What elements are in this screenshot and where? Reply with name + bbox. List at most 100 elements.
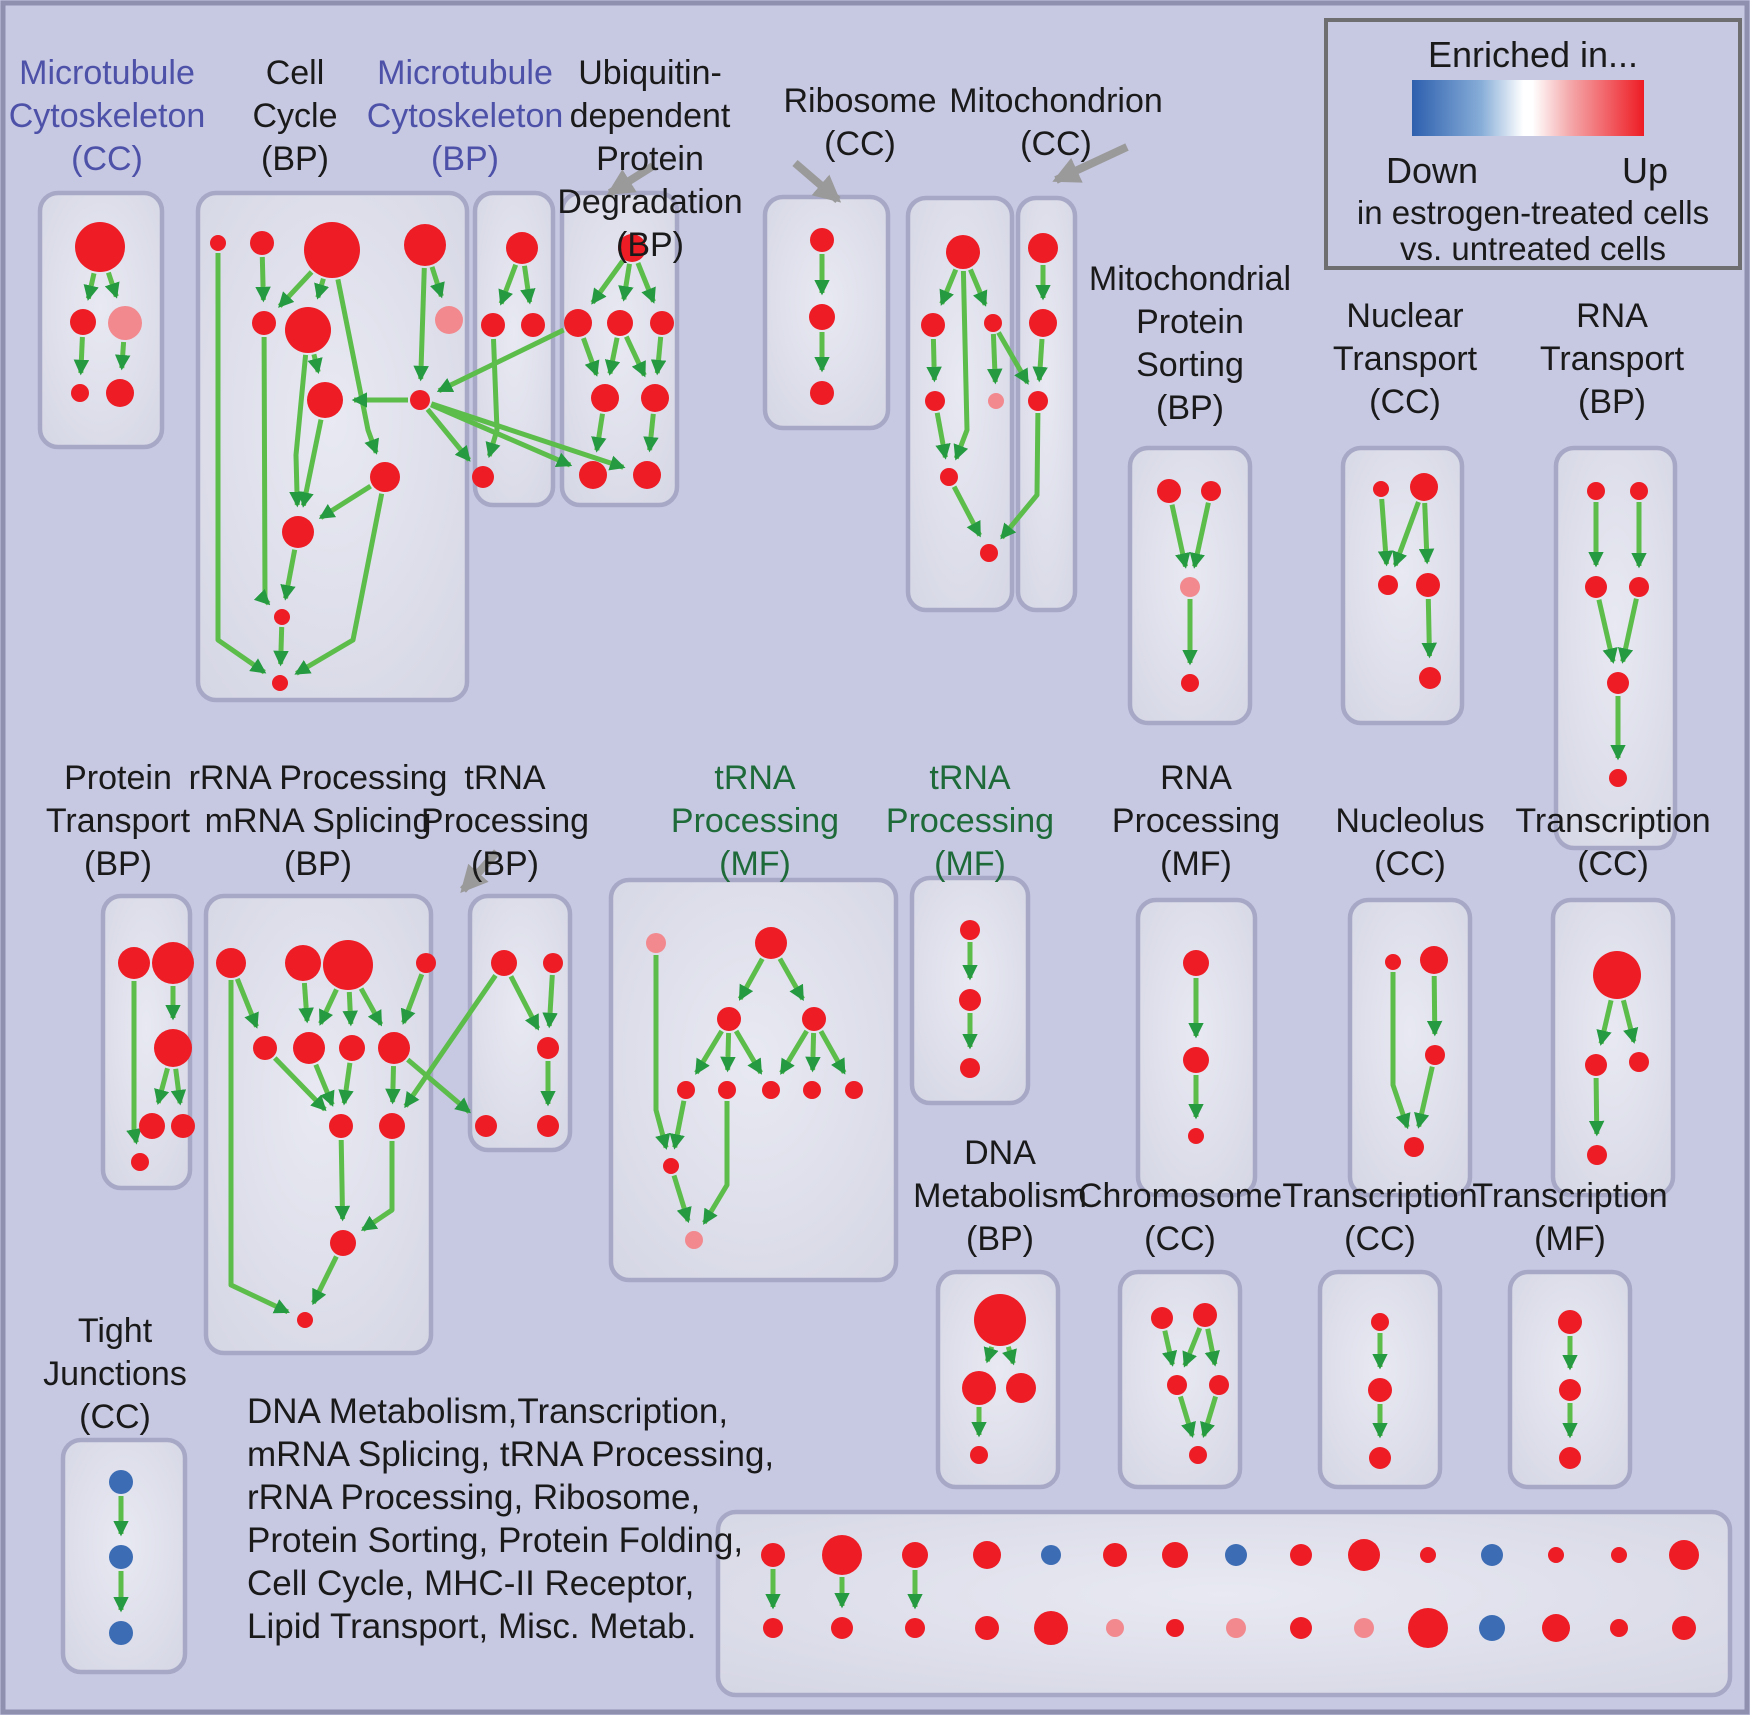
- relation-edge: [298, 419, 324, 508]
- go-term-node: [905, 1618, 925, 1638]
- go-term-node: [960, 1058, 980, 1078]
- go-term-node: [1166, 1619, 1184, 1637]
- relation-edge: [1169, 504, 1191, 569]
- go-term-node: [1607, 672, 1629, 694]
- go-term-node: [252, 311, 276, 335]
- go-term-node: [139, 1113, 165, 1139]
- go-term-node: [1151, 1307, 1173, 1329]
- go-term-node: [646, 933, 666, 953]
- relation-edge: [385, 1065, 401, 1105]
- relation-edge: [1204, 1328, 1220, 1367]
- go-term-node: [250, 231, 274, 255]
- label-pointer-arrow: [606, 162, 656, 197]
- cluster-box-trna_mf1: [608, 877, 899, 1283]
- go-term-node: [293, 1032, 325, 1064]
- go-term-node: [370, 462, 400, 492]
- go-term-node: [902, 1542, 928, 1568]
- go-term-node: [962, 1371, 996, 1405]
- go-term-node: [323, 940, 373, 990]
- relation-edge: [1161, 1330, 1178, 1367]
- cluster-box-mt_cc: [37, 190, 165, 450]
- relation-edge: [624, 335, 647, 378]
- relation-edge: [425, 407, 472, 462]
- color-gradient-bar: [1412, 80, 1644, 136]
- relation-edge: [1596, 599, 1618, 664]
- edges-layer: [73, 143, 1647, 1613]
- go-term-node: [537, 1115, 559, 1137]
- relation-edge: [342, 991, 358, 1027]
- relation-edge: [669, 1100, 687, 1150]
- go-term-node: [1425, 1045, 1445, 1065]
- go-term-node: [75, 222, 125, 272]
- relation-edge: [400, 973, 425, 1025]
- relation-edge: [635, 261, 656, 304]
- go-term-node: [1410, 473, 1438, 501]
- go-term-node: [1029, 309, 1057, 337]
- legend-up-label: Up: [1621, 150, 1668, 191]
- legend-note-line1: in estrogen-treated cells: [1356, 194, 1710, 231]
- relation-edge: [114, 341, 131, 371]
- legend: Enriched in... Down Up in estrogen-treat…: [1324, 18, 1742, 270]
- relation-edge: [318, 483, 372, 520]
- cluster-box-trans_cc2: [1550, 897, 1676, 1198]
- cluster-box-bottom_misc: [715, 1509, 1733, 1698]
- relation-edge: [289, 354, 309, 508]
- go-term-node: [1630, 482, 1648, 500]
- relation-edge: [126, 981, 142, 1145]
- go-term-node: [1420, 1547, 1436, 1563]
- relation-edge: [590, 259, 625, 305]
- relation-edge: [671, 1174, 692, 1224]
- go-term-node: [677, 1081, 695, 1099]
- nodes-layer: [70, 222, 1699, 1648]
- go-term-node: [1669, 1540, 1699, 1570]
- relation-edge: [779, 1029, 809, 1075]
- relation-edge: [1189, 502, 1211, 569]
- go-term-node: [755, 927, 787, 959]
- relation-edge: [926, 338, 942, 383]
- go-term-node: [1672, 1616, 1696, 1640]
- go-term-node: [607, 310, 633, 336]
- relation-edge: [429, 266, 445, 299]
- go-term-node: [1559, 1447, 1581, 1469]
- go-term-node: [253, 1036, 277, 1060]
- cluster-box-rna_trans: [1553, 445, 1678, 851]
- relation-edge: [318, 988, 339, 1026]
- relation-edge: [1390, 972, 1411, 1130]
- relation-edge: [939, 268, 959, 306]
- go-term-node: [506, 232, 538, 264]
- go-term-node: [109, 1545, 133, 1569]
- go-term-node: [974, 1294, 1026, 1346]
- relation-edge: [653, 955, 671, 1150]
- go-term-node: [1371, 1313, 1389, 1331]
- go-term-node: [304, 222, 360, 278]
- relation-edge: [1200, 1395, 1218, 1439]
- relation-edge: [154, 1067, 170, 1106]
- go-term-node: [171, 1114, 195, 1138]
- go-term-node: [285, 945, 321, 981]
- relation-edge: [334, 1139, 351, 1222]
- relation-edge: [643, 413, 659, 453]
- go-term-node: [618, 234, 646, 262]
- relation-edge: [436, 327, 565, 394]
- go-term-node: [1103, 1543, 1127, 1567]
- relation-edge: [314, 277, 330, 300]
- go-term-node: [591, 384, 619, 412]
- label-pointer-arrow: [792, 159, 842, 204]
- relation-edge: [430, 401, 626, 471]
- go-term-node: [274, 609, 290, 625]
- relation-edge: [234, 977, 259, 1029]
- relation-edge: [413, 267, 429, 382]
- go-term-node: [1369, 1447, 1391, 1469]
- relation-edge: [1426, 975, 1443, 1037]
- go-term-node: [1348, 1539, 1380, 1571]
- relation-edge: [313, 1063, 335, 1107]
- go-term-node: [1385, 954, 1401, 970]
- go-term-node: [1585, 576, 1607, 598]
- go-term-node: [1558, 1310, 1582, 1334]
- go-term-node: [70, 309, 96, 335]
- relation-edge: [403, 973, 498, 1109]
- go-term-node: [1201, 481, 1221, 501]
- go-term-node: [1157, 479, 1181, 503]
- relation-edge: [335, 278, 379, 455]
